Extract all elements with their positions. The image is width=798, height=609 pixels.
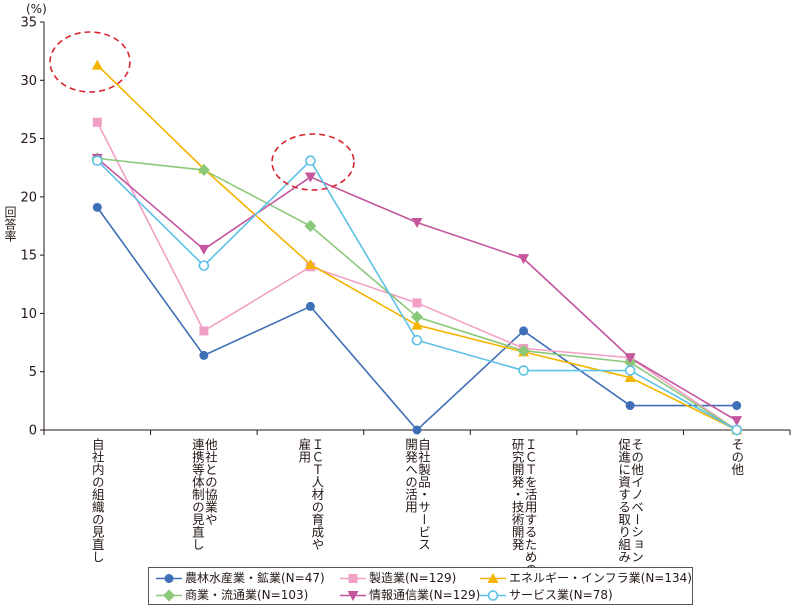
- legend-swatch: [340, 591, 366, 601]
- series-markers: [91, 59, 743, 436]
- x-category-label: 自社内の組織の見直し: [89, 438, 105, 563]
- data-point: [411, 218, 423, 229]
- line-chart: 0 5 10 15 20 25 30 35: [20, 16, 791, 439]
- legend-label: 製造業(N=129): [369, 571, 457, 585]
- x-category-label: その他: [729, 438, 745, 476]
- data-point: [487, 573, 499, 583]
- series-line: [96, 159, 738, 431]
- highlight-ellipse: [271, 133, 355, 191]
- y-axis-label: 回答率: [3, 206, 17, 242]
- data-point: [199, 326, 209, 336]
- axes: [40, 21, 791, 435]
- series-line: [97, 157, 738, 431]
- data-point: [517, 344, 530, 357]
- data-point: [92, 117, 102, 127]
- x-category-label: 他社との協業や 連携等体制の見直し: [189, 438, 218, 551]
- data-point: [411, 310, 423, 323]
- data-point: [91, 59, 103, 70]
- x-category-label: ＩＣＴ人材の育成や 雇用: [296, 438, 325, 551]
- y-tick-label: 20: [20, 190, 37, 205]
- data-point: [198, 260, 210, 271]
- y-tick-label: 10: [20, 307, 37, 322]
- legend-swatch: [480, 590, 506, 601]
- data-point: [624, 353, 636, 364]
- data-point: [199, 350, 209, 360]
- data-point: [518, 254, 530, 265]
- legend-label: サービス業(N=78): [509, 588, 613, 602]
- legend: 農林水産業・鉱業(N=47) 製造業(N=129) エネルギー・インフラ業(N=13…: [148, 567, 693, 605]
- data-point: [411, 319, 423, 330]
- legend-label: 情報通信業(N=129): [369, 588, 481, 602]
- highlight-ellipses: [49, 31, 355, 191]
- y-tick-label: 15: [20, 249, 37, 264]
- data-point: [305, 155, 316, 167]
- legend-swatch: [156, 574, 182, 583]
- x-category-label: その他イノベーション 促進に資する取り組み: [616, 438, 645, 563]
- y-tick-label: 25: [20, 132, 37, 147]
- data-point: [347, 591, 359, 601]
- data-point: [411, 334, 423, 346]
- x-category-label: 自社製品・サービス 開発への活用: [403, 438, 431, 551]
- data-point: [197, 164, 210, 177]
- y-tick-labels: 0 5 10 15 20 25 30 35: [20, 16, 37, 439]
- data-point: [348, 574, 358, 583]
- data-point: [198, 244, 210, 255]
- data-point: [518, 365, 529, 376]
- data-point: [304, 172, 316, 183]
- y-tick-label: 35: [20, 16, 37, 31]
- data-point: [304, 258, 316, 269]
- series-line: [96, 157, 738, 422]
- series-line: [96, 64, 738, 431]
- data-point: [91, 155, 103, 167]
- legend-swatch: [156, 589, 182, 602]
- series-lines: [96, 64, 738, 432]
- legend-label: 商業・流通業(N=103): [185, 588, 309, 602]
- data-point: [624, 365, 636, 376]
- y-tick-label: 0: [29, 424, 37, 439]
- data-point: [304, 220, 317, 232]
- highlight-ellipse: [49, 31, 131, 93]
- data-point: [731, 424, 743, 436]
- data-point: [164, 574, 174, 583]
- data-point: [92, 202, 102, 212]
- data-point: [163, 589, 175, 602]
- y-tick-label: 30: [20, 74, 37, 89]
- data-point: [519, 326, 529, 336]
- data-point: [732, 401, 742, 411]
- x-category-label: ＩＣＴを活用するための 研究開発・技術開発: [509, 438, 538, 576]
- data-point: [487, 590, 499, 601]
- y-tick-label: 5: [29, 365, 37, 380]
- legend-label: エネルギー・インフラ業(N=134): [509, 571, 692, 585]
- legend-label: 農林水産業・鉱業(N=47): [185, 571, 325, 585]
- legend-swatch: [340, 574, 366, 583]
- data-point: [412, 298, 422, 308]
- y-unit-label: (%): [26, 2, 47, 16]
- data-point: [305, 301, 315, 311]
- data-point: [624, 372, 636, 383]
- data-point: [412, 425, 422, 435]
- data-point: [731, 416, 743, 427]
- legend-swatch: [480, 573, 506, 583]
- data-point: [625, 401, 635, 411]
